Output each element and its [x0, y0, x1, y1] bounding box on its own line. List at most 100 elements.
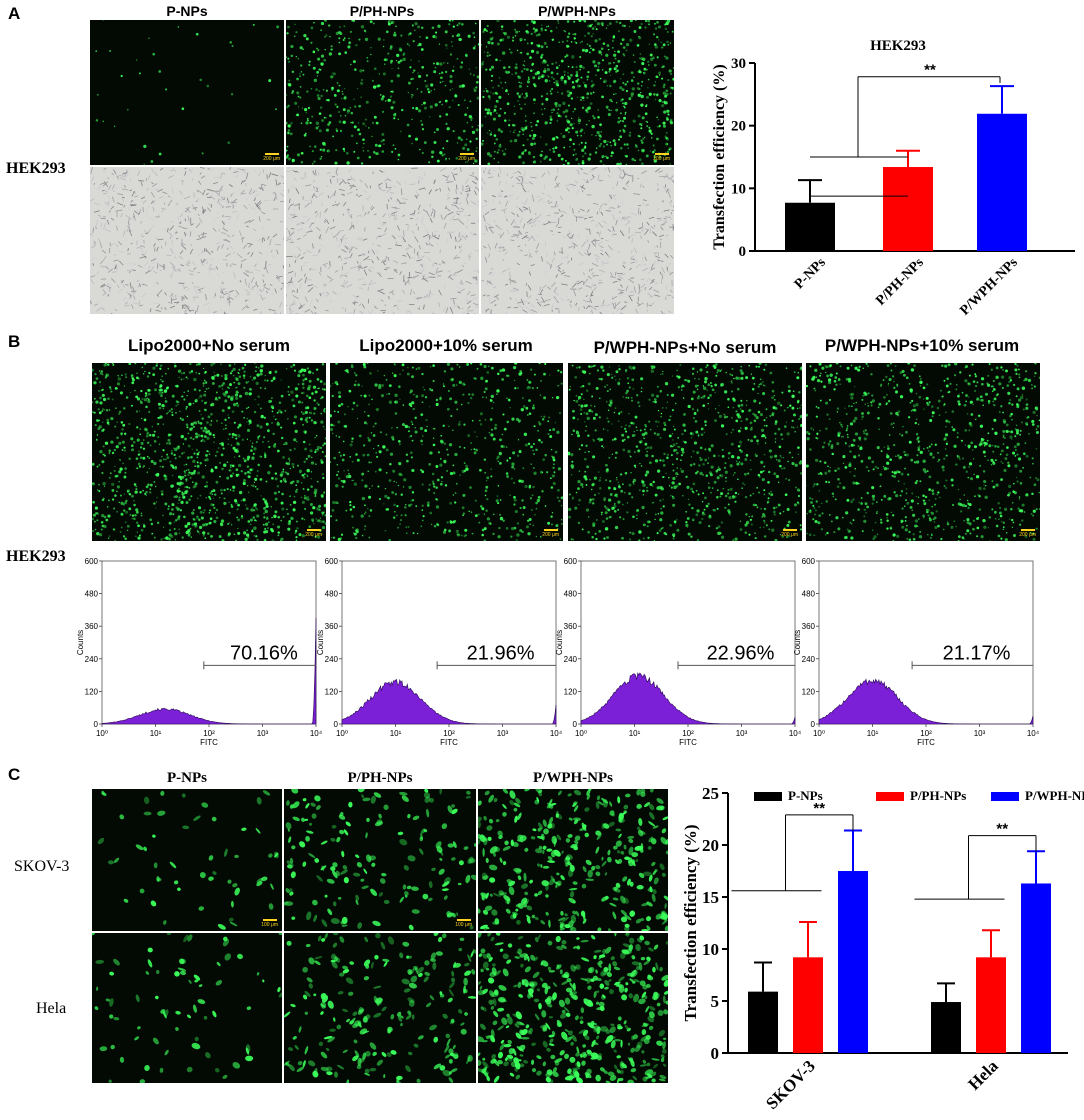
y-axis-label: Counts [555, 630, 564, 655]
panel-a-col-label-3: P/WPH-NPs [538, 3, 616, 19]
gate-percentage: 21.96% [467, 642, 535, 664]
x-tick-label: 10³ [974, 729, 986, 738]
x-tick-label: 10¹ [629, 729, 641, 738]
y-axis-label: Transfection efficiency (%) [681, 824, 700, 1021]
cell-texture [286, 20, 479, 165]
fluorescence-image: 100 μm [284, 789, 476, 931]
x-tick-label: 10³ [497, 729, 509, 738]
legend-label: P/WPH-NPs [1025, 788, 1084, 803]
fluorescence-image: 200 μm [806, 363, 1040, 541]
gate-percentage: 21.17% [943, 642, 1011, 664]
panel-c-row-label-1: SKOV-3 [14, 858, 70, 875]
fluorescence-image: 100 μm [92, 789, 282, 931]
histogram-area [101, 618, 317, 725]
y-tick-label: 20 [702, 836, 719, 855]
panel-b-col-label-2: Lipo2000+10% serum [359, 336, 533, 355]
x-tick-label: SKOV-3 [762, 1056, 819, 1113]
x-tick-label: 10³ [257, 729, 269, 738]
legend-swatch [754, 792, 782, 801]
legend-swatch [876, 792, 904, 801]
x-tick-label: 10² [203, 729, 215, 738]
flow-histogram-3: 0 120 240 360 480 600 Counts 10⁰ 10¹ 10² 10³ 10⁴ FIT… [555, 557, 802, 747]
y-axis-label: Counts [316, 630, 325, 655]
y-axis-label: Transfection efficiency (%) [711, 64, 728, 249]
x-tick-label: Hela [964, 1056, 1002, 1094]
y-tick-label: 240 [325, 655, 339, 664]
cell-texture [478, 933, 668, 1083]
chart-title: HEK293 [870, 38, 926, 54]
y-tick-label: 120 [802, 687, 816, 696]
scale-bar: 100 μm [455, 919, 472, 928]
significance-label: ** [924, 61, 936, 78]
brightfield-image [286, 167, 479, 314]
panel-letter-b: B [8, 332, 21, 351]
x-tick-label: 10¹ [150, 729, 162, 738]
bar [838, 871, 868, 1053]
x-tick-label: 10² [443, 729, 455, 738]
legend-label: P-NPs [788, 788, 823, 803]
bar [976, 957, 1006, 1053]
y-tick-label: 120 [85, 687, 99, 696]
y-tick-label: 240 [564, 655, 578, 664]
histogram-area [580, 672, 796, 725]
y-tick-label: 5 [711, 992, 720, 1011]
x-axis-label: FITC [679, 738, 697, 747]
fluorescence-image [92, 933, 282, 1083]
x-tick-label: 10³ [736, 729, 748, 738]
x-tick-label: P/WPH-NPs [957, 255, 1021, 319]
panel-a-col-label-2: P/PH-NPs [349, 3, 415, 19]
cell-texture [806, 363, 1040, 541]
cell-texture [481, 167, 674, 314]
flow-histogram-4: 0 120 240 360 480 600 Counts 10⁰ 10¹ 10² 10³ 10⁴ FIT… [793, 557, 1040, 747]
y-tick-label: 0 [94, 720, 99, 729]
y-tick-label: 120 [564, 687, 578, 696]
x-axis-label: FITC [440, 738, 458, 747]
y-tick-label: 600 [325, 557, 339, 566]
bar [793, 957, 823, 1053]
y-tick-label: 10 [731, 181, 746, 197]
y-tick-label: 600 [85, 557, 99, 566]
legend-swatch [991, 792, 1019, 801]
bar [931, 1002, 961, 1053]
gate-percentage: 22.96% [707, 642, 775, 664]
y-tick-label: 120 [325, 687, 339, 696]
y-tick-label: 0 [573, 720, 578, 729]
y-tick-label: 600 [564, 557, 578, 566]
y-tick-label: 240 [802, 655, 816, 664]
panel-b-col-label-3: P/WPH-NPs+No serum [593, 338, 777, 357]
flow-histogram-2: 0 120 240 360 480 600 Counts 10⁰ 10¹ 10² 10³ 10⁴ FIT… [316, 557, 563, 747]
fluorescence-image [478, 789, 668, 931]
x-tick-label: 10² [920, 729, 932, 738]
cell-texture [330, 363, 563, 541]
panel-b-col-label-4: P/WPH-NPs+10% serum [824, 336, 1020, 355]
y-tick-label: 0 [811, 720, 816, 729]
y-tick-label: 0 [711, 1044, 720, 1063]
x-axis-label: FITC [200, 738, 218, 747]
fluorescence-image: 200 μm [481, 20, 674, 165]
skov3-hela-bar-chart: Transfection efficiency (%) 0 5 10 15 20 25 P-N… [681, 784, 1084, 1113]
panel-b-row-label: HEK293 [6, 548, 66, 565]
cell-texture [481, 20, 674, 165]
panel-letter-a: A [8, 4, 21, 23]
hek293-bar-chart: HEK293 Transfection efficiency (%) 0 10 20 30… [711, 38, 1075, 319]
fluorescence-image: 200 μm [568, 363, 802, 541]
y-tick-label: 480 [802, 590, 816, 599]
bar [748, 991, 778, 1053]
bar [977, 113, 1027, 251]
y-axis-label: Counts [76, 630, 85, 655]
scale-bar: 200 μm [653, 153, 670, 162]
cell-texture [478, 789, 668, 931]
scale-bar: 200 μm [458, 153, 475, 162]
cell-texture [92, 363, 326, 541]
fluorescence-image: 200 μm [286, 20, 479, 165]
fluorescence-image: 200 μm [90, 20, 284, 165]
x-tick-label: 10⁴ [1027, 729, 1040, 738]
y-tick-label: 10 [702, 940, 719, 959]
cell-texture [92, 933, 282, 1083]
bar [1021, 883, 1051, 1053]
y-tick-label: 0 [334, 720, 339, 729]
x-tick-label: 10¹ [390, 729, 402, 738]
y-tick-label: 360 [802, 622, 816, 631]
y-tick-label: 480 [325, 590, 339, 599]
x-axis-label: FITC [917, 738, 935, 747]
